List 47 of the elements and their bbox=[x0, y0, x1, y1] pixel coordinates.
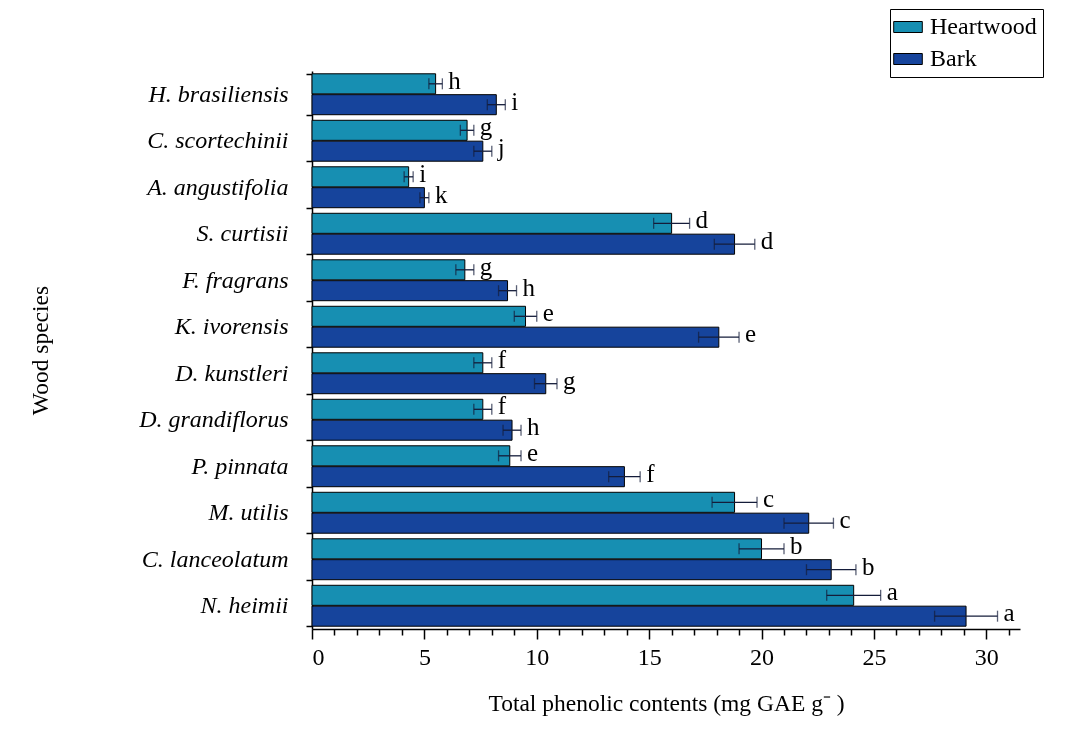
y-tick-label: P. pinnata bbox=[190, 452, 289, 479]
data-label: h bbox=[448, 66, 462, 94]
data-label: h bbox=[527, 413, 541, 441]
y-tick-label: F. fragrans bbox=[181, 266, 289, 293]
data-label: h bbox=[522, 273, 536, 301]
data-label: c bbox=[763, 485, 775, 513]
data-label: c bbox=[839, 506, 851, 534]
data-label: d bbox=[695, 206, 709, 234]
legend-label: Heartwood bbox=[930, 13, 1037, 39]
data-label: b bbox=[861, 552, 875, 580]
data-label: e bbox=[542, 299, 554, 327]
data-label: k bbox=[434, 180, 448, 208]
data-label: i bbox=[511, 87, 519, 115]
legend-label: Bark bbox=[930, 45, 977, 71]
data-label: f bbox=[497, 392, 507, 420]
x-tick-label: 5 bbox=[418, 643, 431, 670]
data-label: j bbox=[496, 134, 505, 162]
y-tick-label: S. curtisii bbox=[196, 220, 289, 247]
data-label: i bbox=[419, 159, 427, 187]
data-label: f bbox=[497, 345, 507, 373]
x-tick-label: 15 bbox=[637, 643, 662, 670]
y-tick-label: D. kunstleri bbox=[174, 359, 289, 386]
y-axis-title: Wood species bbox=[27, 285, 54, 416]
x-tick-label: 25 bbox=[862, 643, 887, 670]
data-label: f bbox=[646, 459, 656, 487]
y-tick-label: H. brasiliensis bbox=[147, 80, 289, 107]
x-tick-label: 10 bbox=[525, 643, 550, 670]
data-label: a bbox=[886, 578, 898, 606]
data-label: g bbox=[479, 252, 493, 280]
y-tick-label: C. lanceolatum bbox=[141, 545, 289, 572]
x-tick-label: 20 bbox=[750, 643, 775, 670]
y-tick-label: M. utilis bbox=[207, 499, 289, 526]
x-axis-title: Total phenolic contents (mg GAE g⁻ ) bbox=[488, 689, 845, 716]
y-tick-label: D. grandiflorus bbox=[138, 406, 289, 433]
y-tick-label: A. angustifolia bbox=[145, 173, 289, 200]
x-tick-label: 30 bbox=[974, 643, 999, 670]
y-tick-label: N. heimii bbox=[199, 592, 289, 619]
data-label: e bbox=[527, 438, 539, 466]
data-label: b bbox=[790, 531, 803, 559]
data-label: e bbox=[745, 320, 757, 348]
y-tick-label: C. scortechinii bbox=[147, 127, 289, 154]
data-label: g bbox=[479, 113, 493, 141]
data-label: g bbox=[562, 366, 576, 394]
x-tick-label: 0 bbox=[312, 643, 325, 670]
y-tick-label: K. ivorensis bbox=[173, 313, 289, 340]
data-label: d bbox=[760, 227, 774, 255]
data-label: a bbox=[1003, 599, 1015, 627]
